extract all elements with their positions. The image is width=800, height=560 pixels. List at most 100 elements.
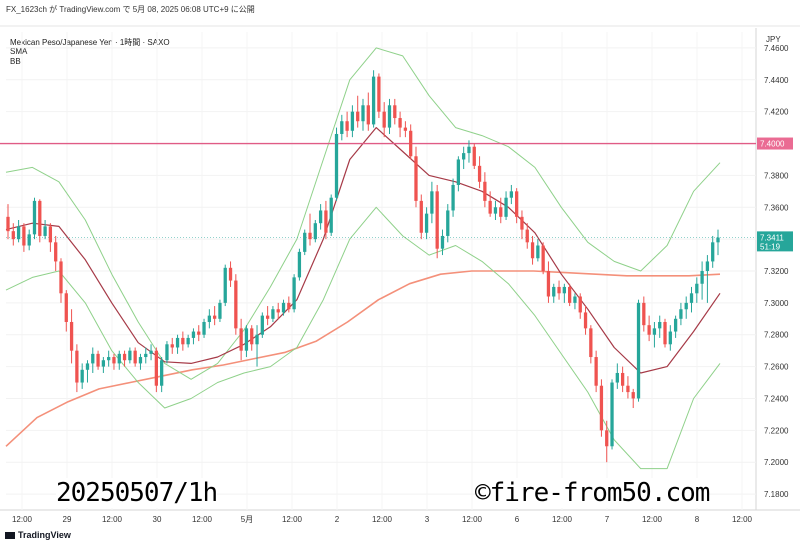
x-tick-label: 12:00: [372, 515, 393, 524]
horizontal-level-line[interactable]: [0, 142, 756, 238]
candle-body: [477, 165, 482, 182]
candle-body: [557, 286, 561, 294]
candle-body: [11, 231, 15, 240]
candle-body: [260, 315, 264, 335]
x-tick-label: 12:00: [552, 515, 573, 524]
candle-body: [424, 213, 429, 233]
bb-upper-line: [5, 47, 721, 380]
candle-body: [711, 242, 715, 262]
candle-body: [583, 312, 588, 329]
candle-body: [504, 197, 508, 217]
candle-body: [170, 344, 174, 348]
candle-body: [589, 328, 593, 358]
y-tick-label: 7.2600: [764, 363, 789, 372]
candle-body: [48, 226, 53, 243]
candle-body: [308, 232, 312, 240]
candle-body: [456, 159, 461, 185]
candle-body: [287, 302, 291, 310]
candle-body: [6, 216, 10, 232]
x-tick-label: 2: [335, 515, 340, 524]
candle-body: [43, 226, 47, 236]
candle-body: [615, 372, 619, 383]
x-tick-label: 12:00: [732, 515, 753, 524]
candle-body: [562, 286, 566, 294]
currency-label: JPY: [766, 35, 781, 44]
x-tick-label: 12:00: [12, 515, 33, 524]
time-axis[interactable]: 12:00 29 12:00 30 12:00 5月 12:00 2 12:00 3 12:00 6 1…: [12, 515, 753, 524]
candle-body: [483, 181, 487, 201]
price-axis[interactable]: 7.4600 7.4400 7.4200 7.4000 7.3800 7.3600 7.34…: [757, 35, 793, 499]
candle-body: [599, 385, 604, 431]
legend-bb[interactable]: BB: [10, 57, 21, 66]
candle-body: [122, 353, 127, 361]
candle-body: [107, 357, 111, 361]
candle-body: [435, 191, 439, 249]
last-price-tag: [757, 231, 793, 252]
candle-body: [499, 207, 503, 217]
candle-body: [313, 223, 317, 240]
candle-body: [382, 111, 386, 128]
candle-body: [387, 105, 392, 128]
candle-body: [112, 357, 116, 364]
candle-body: [605, 430, 609, 447]
candle-body: [525, 229, 529, 243]
candle-body: [265, 315, 270, 319]
candle-body: [536, 245, 540, 259]
candle-body: [679, 309, 683, 319]
x-tick-label: 29: [63, 515, 72, 524]
candle-body: [334, 133, 339, 198]
grid: [0, 25, 800, 511]
candle-body: [467, 146, 471, 154]
x-tick-label: 30: [153, 515, 162, 524]
candle-body: [552, 286, 556, 297]
publish-caption: FX_1623ch が TradingView.com で 5月 08, 202…: [6, 5, 255, 14]
candle-body: [462, 153, 466, 160]
x-tick-label: 3: [425, 515, 430, 524]
candle-body: [700, 271, 704, 284]
candle-body: [244, 328, 249, 351]
candle-body: [207, 315, 211, 322]
x-tick-label: 5月: [241, 515, 253, 524]
candle-body: [303, 232, 307, 252]
candle-body: [101, 360, 106, 367]
candle-body: [652, 328, 657, 335]
candle-body: [96, 353, 100, 367]
x-tick-label: 6: [515, 515, 520, 524]
candle-body: [32, 200, 37, 235]
level-price-label: 7.4000: [760, 140, 785, 149]
y-tick-label: 7.2400: [764, 394, 789, 403]
candle-body: [117, 353, 121, 364]
candle-body: [419, 200, 423, 233]
candle-body: [181, 337, 185, 345]
candle-body: [69, 321, 74, 351]
candle-body: [361, 105, 365, 122]
y-tick-label: 7.2200: [764, 426, 789, 435]
candle-body: [594, 357, 598, 386]
candle-body: [658, 321, 662, 329]
candle-body: [520, 216, 524, 230]
candle-body: [191, 331, 196, 338]
candle-body: [250, 328, 254, 345]
candle-body: [668, 331, 672, 345]
candle-body: [91, 353, 95, 364]
x-tick-label: 12:00: [102, 515, 123, 524]
tradingview-logo[interactable]: TradingView: [5, 530, 71, 540]
legend-sma[interactable]: SMA: [10, 47, 28, 56]
sma-line: [5, 270, 721, 447]
y-tick-label: 7.3800: [764, 171, 789, 180]
candle-body: [393, 105, 397, 119]
candle-body: [366, 105, 370, 125]
candle-body: [144, 353, 148, 358]
candle-body: [689, 293, 694, 303]
candle-body: [695, 283, 699, 294]
candle-body: [85, 363, 90, 370]
candle-body: [345, 121, 349, 131]
y-tick-label: 7.3000: [764, 299, 789, 308]
candle-body: [202, 321, 206, 335]
candle-body: [626, 385, 630, 393]
candle-body: [271, 309, 275, 319]
candle-body: [472, 146, 476, 166]
candle-body: [340, 121, 344, 134]
candle-body: [80, 369, 84, 383]
